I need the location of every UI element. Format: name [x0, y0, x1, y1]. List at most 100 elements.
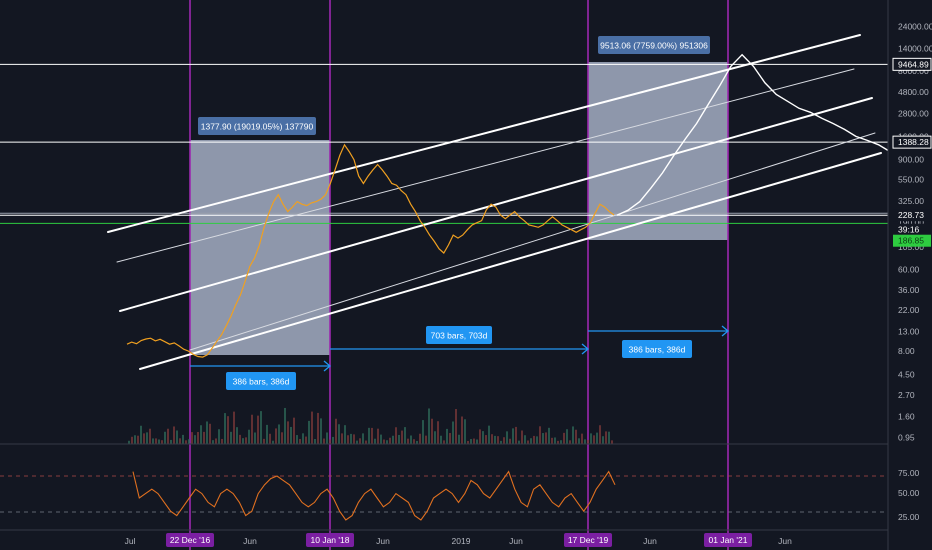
volume-bar	[467, 440, 469, 444]
volume-bar	[362, 433, 364, 444]
volume-bar	[560, 440, 562, 444]
price-label-1: 1388.28	[898, 137, 929, 147]
volume-bar	[245, 437, 247, 444]
volume-bar	[146, 432, 148, 444]
volume-bar	[497, 436, 499, 444]
volume-bar	[404, 427, 406, 444]
volume-bar	[422, 420, 424, 444]
volume-bar	[563, 432, 565, 444]
volume-bar	[428, 408, 430, 444]
volume-bar	[203, 431, 205, 444]
volume-bar	[218, 429, 220, 444]
volume-bar	[455, 409, 457, 444]
volume-bar	[569, 440, 571, 444]
range-arrow-head-2	[581, 343, 590, 355]
volume-bar	[326, 432, 328, 444]
price-label-box-1	[892, 135, 932, 149]
price-label-2: 228.73	[898, 210, 924, 220]
projection-curve	[616, 53, 891, 216]
range-label-2-box	[426, 326, 492, 344]
channel-middle[interactable]	[119, 97, 873, 312]
volume-bar	[206, 421, 208, 444]
price-label-box-4	[893, 234, 931, 247]
volume-bar	[419, 433, 421, 444]
volume-bar	[236, 427, 238, 444]
rsi-series	[132, 470, 616, 521]
volume-bar	[551, 437, 553, 444]
volume-bar	[353, 434, 355, 444]
range-label-2: 703 bars, 703d	[431, 331, 488, 341]
volume-bar	[197, 432, 199, 444]
volume-bar	[350, 433, 352, 444]
volume-bar	[293, 417, 295, 444]
volume-bar	[356, 440, 358, 444]
volume-bar	[557, 440, 559, 444]
price-tick-8-00: 8.00	[898, 346, 915, 356]
volume-bar	[488, 425, 490, 444]
volume-bar	[479, 429, 481, 444]
volume-bar	[263, 438, 265, 444]
volume-bar	[452, 421, 454, 444]
price-label-3: 39:16	[898, 225, 920, 235]
volume-bar	[437, 421, 439, 444]
volume-bar	[128, 440, 130, 444]
volume-bar	[344, 425, 346, 444]
volume-bar	[260, 411, 262, 444]
time-label-jul-0: Jul	[125, 536, 136, 546]
date-badge-box-0	[166, 533, 214, 547]
volume-bar	[482, 431, 484, 444]
volume-bar	[254, 432, 256, 444]
price-tick-22-00: 22.00	[898, 305, 920, 315]
volume-bar	[485, 435, 487, 444]
range-label-1-box	[226, 372, 296, 390]
volume-bar	[287, 421, 289, 444]
volume-bar	[281, 432, 283, 444]
price-tick-190-00: 190.00	[898, 218, 924, 228]
volume-bar	[155, 438, 157, 444]
volume-bar	[317, 412, 319, 444]
volume-bar	[524, 435, 526, 444]
volume-bar	[185, 440, 187, 444]
volume-bar	[305, 436, 307, 444]
price-tick-2-70: 2.70	[898, 390, 915, 400]
channel-upper[interactable]	[107, 34, 861, 233]
volume-bar	[311, 411, 313, 444]
volume-bar	[521, 430, 523, 444]
range-arrow-head-1	[323, 360, 332, 372]
volume-bar	[371, 427, 373, 444]
volume-bar	[533, 435, 535, 444]
volume-bar	[494, 435, 496, 444]
volume-bar	[473, 438, 475, 444]
volume-bar	[566, 429, 568, 444]
volume-bar	[359, 438, 361, 444]
volume-bar	[152, 438, 154, 444]
volume-bar	[392, 435, 394, 444]
volume-bar	[224, 413, 226, 444]
price-tick-36-00: 36.00	[898, 285, 920, 295]
volume-bar	[302, 433, 304, 444]
volume-bar	[290, 426, 292, 444]
channel-mid-lower[interactable]	[189, 132, 876, 351]
volume-bar	[332, 436, 334, 444]
channel-lower[interactable]	[139, 152, 882, 370]
time-label-jun-5: Jun	[643, 536, 657, 546]
volume-bar	[170, 439, 172, 444]
volume-bar	[143, 433, 145, 444]
price-tick-14000-00: 14000.00	[898, 43, 932, 53]
price-tick-24000-00: 24000.00	[898, 22, 932, 32]
channel-mid-upper[interactable]	[116, 68, 855, 263]
volume-bar	[131, 436, 133, 444]
volume-bar	[602, 436, 604, 444]
price-label-0: 9464.89	[898, 59, 929, 69]
price-tick-13-00: 13.00	[898, 326, 920, 336]
price-axis-panel	[888, 0, 932, 550]
volume-bar	[173, 426, 175, 444]
volume-bar	[395, 427, 397, 444]
date-badge-01-jan-21: 01 Jan '21	[709, 535, 748, 545]
measure-box-1	[190, 140, 330, 355]
volume-bar	[161, 440, 163, 444]
price-tick-900-00: 900.00	[898, 155, 924, 165]
measure-label-1: 1377.90 (19019.05%) 137790	[201, 122, 314, 132]
volume-bar	[347, 435, 349, 444]
